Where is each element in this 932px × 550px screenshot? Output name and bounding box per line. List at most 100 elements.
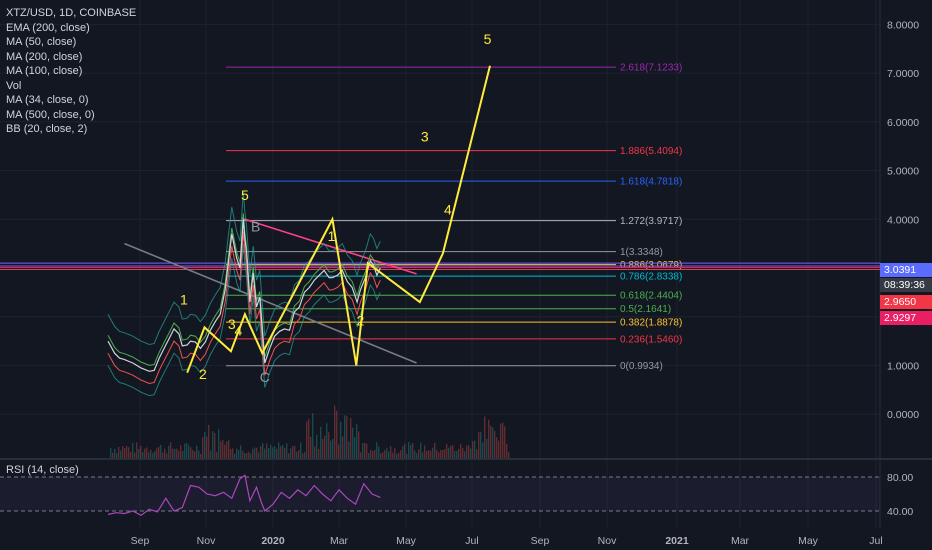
fib-level-label: 0.236(1.5460) — [620, 334, 682, 345]
fib-extension[interactable]: 2.618(7.1233) 1.886(5.4094) 1.618(4.7818) 1… — [0, 63, 880, 373]
indicator-ma-500[interactable]: MA (500, close, 0) — [6, 108, 95, 121]
volume-bar — [304, 451, 306, 458]
ema-price-tag: 2.9297 — [880, 311, 932, 325]
volume-bar — [236, 448, 238, 458]
volume-bars — [110, 405, 510, 458]
volume-bar — [496, 437, 498, 458]
rsi-label[interactable]: RSI (14, close) — [6, 464, 79, 476]
volume-bar — [434, 442, 436, 458]
volume-bar — [186, 442, 188, 458]
volume-bar — [470, 448, 472, 458]
volume-bar — [322, 439, 324, 458]
volume-bar — [432, 447, 434, 458]
volume-bar — [170, 442, 172, 458]
volume-bar — [320, 426, 322, 458]
fib-level-label: 0.618(2.4404) — [620, 291, 682, 302]
symbol-title[interactable]: XTZ/USD, 1D, COINBASE — [6, 7, 137, 19]
volume-bar — [488, 419, 490, 458]
volume-bar — [466, 445, 468, 458]
volume-bar — [206, 436, 208, 458]
volume-bar — [114, 448, 116, 458]
price-axis-label: 4.0000 — [887, 214, 919, 226]
volume-bar — [316, 434, 318, 458]
indicator-vol[interactable]: Vol — [6, 79, 22, 92]
volume-bar — [264, 448, 266, 458]
volume-bar — [244, 453, 246, 458]
price-axis-label: 1.0000 — [887, 360, 919, 372]
volume-bar — [486, 438, 488, 458]
indicator-ma-34[interactable]: MA (34, close, 0) — [6, 94, 89, 106]
volume-bar — [224, 444, 226, 458]
volume-bar — [126, 445, 128, 458]
volume-bar — [178, 450, 180, 458]
volume-bar — [250, 453, 252, 458]
volume-bar — [476, 449, 478, 458]
volume-bar — [272, 447, 274, 458]
volume-bar — [474, 440, 476, 458]
volume-bar — [508, 452, 510, 458]
volume-bar — [150, 449, 152, 458]
volume-bar — [270, 444, 272, 458]
volume-bar — [382, 452, 384, 458]
time-axis-label: May — [798, 535, 819, 547]
volume-bar — [196, 445, 198, 458]
volume-bar — [296, 451, 298, 458]
wave-label: 5 — [484, 31, 492, 47]
volume-bar — [230, 449, 232, 458]
volume-bar — [240, 445, 242, 458]
volume-bar — [378, 446, 380, 458]
volume-bar — [360, 452, 362, 458]
price-axis-label: 0.0000 — [887, 409, 919, 421]
time-axis[interactable]: Sep Nov 2020 Mar May Jul Sep Nov 2021 Mar May Jul — [131, 535, 883, 547]
fib-level-label: 0(0.9934) — [620, 361, 663, 372]
volume-bar — [494, 430, 496, 458]
volume-bar — [324, 435, 326, 458]
volume-bar — [454, 450, 456, 458]
volume-bar — [274, 446, 276, 458]
trend-lines[interactable] — [124, 217, 417, 364]
volume-bar — [130, 451, 132, 458]
volume-bar — [188, 445, 190, 458]
volume-bar — [398, 452, 400, 458]
volume-bar — [460, 443, 462, 458]
volume-bar — [174, 448, 176, 458]
volume-bar — [440, 450, 442, 458]
volume-bar — [302, 453, 304, 458]
volume-bar — [216, 451, 218, 458]
indicator-ma-200[interactable]: MA (200, close) — [6, 50, 83, 63]
volume-bar — [300, 442, 302, 458]
volume-bar — [294, 445, 296, 458]
volume-bar — [388, 451, 390, 458]
volume-bar — [290, 448, 292, 458]
indicator-bb-20[interactable]: BB (20, close, 2) — [6, 123, 88, 135]
volume-bar — [392, 452, 394, 458]
volume-bar — [258, 452, 260, 458]
volume-bar — [180, 445, 182, 458]
time-axis-label: Jul — [869, 535, 882, 547]
indicator-ma-50[interactable]: MA (50, close) — [6, 36, 77, 48]
volume-bar — [414, 450, 416, 458]
volume-bar — [444, 449, 446, 458]
indicator-ema-200[interactable]: EMA (200, close) — [6, 21, 90, 34]
volume-bar — [166, 453, 168, 458]
volume-bar — [482, 442, 484, 458]
volume-bar — [340, 421, 342, 458]
time-axis-label: 2021 — [665, 535, 689, 547]
volume-bar — [234, 453, 236, 458]
time-axis-label: Mar — [731, 535, 750, 547]
volume-bar — [208, 424, 210, 458]
trendline — [241, 217, 417, 275]
volume-bar — [368, 452, 370, 458]
fib-level-label: 1.886(5.4094) — [620, 146, 682, 157]
rsi-axis-label: 40.00 — [887, 506, 913, 518]
volume-bar — [450, 445, 452, 458]
volume-bar — [248, 451, 250, 458]
indicator-ma-100[interactable]: MA (100, close) — [6, 65, 83, 77]
volume-bar — [136, 442, 138, 458]
wave-label: 1 — [328, 228, 336, 244]
volume-bar — [134, 452, 136, 458]
price-axis-label: 7.0000 — [887, 68, 919, 80]
last-price-tag: 3.0391 — [880, 263, 932, 277]
